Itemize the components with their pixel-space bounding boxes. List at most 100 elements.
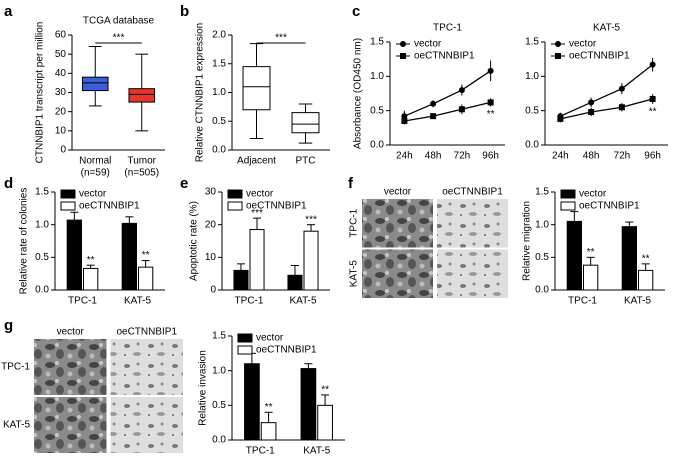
bar	[138, 266, 154, 291]
y-axis-label: Apoptotic rate (%)	[189, 201, 200, 281]
y-axis-label: Relative rate of colonies	[19, 188, 30, 295]
legend-label: vector	[79, 189, 107, 200]
x-tick-label: 48h	[425, 151, 442, 162]
panel-letter: e	[180, 175, 188, 192]
legend-label: vector	[569, 39, 597, 50]
y-tick-label: 0.0	[35, 285, 49, 296]
marker	[430, 100, 437, 107]
y-tick-label: 50	[55, 49, 67, 60]
panel-letter: c	[352, 3, 360, 20]
legend-swatch	[227, 201, 243, 211]
y-tick-label: 1.5	[212, 58, 226, 69]
y-tick-label: 0.0	[535, 285, 549, 296]
y-tick-label: 1.0	[212, 365, 226, 376]
bar	[287, 274, 303, 291]
legend-swatch	[60, 201, 76, 211]
box	[128, 88, 156, 103]
y-tick-label: 1.5	[35, 187, 49, 198]
legend-marker	[555, 53, 561, 59]
box	[81, 76, 109, 92]
y-tick-label: 40	[55, 68, 67, 79]
y-tick-label: 1.0	[370, 71, 384, 82]
y-axis-label: Relative CTNNBIP1 expression	[195, 23, 206, 163]
y-tick-label: 1.0	[535, 219, 549, 230]
x-tick-sublabel: (n=505)	[124, 168, 159, 179]
sig-label: ***	[113, 33, 125, 44]
bar	[83, 267, 99, 291]
sig-label: **	[587, 247, 595, 258]
sig-label: **	[142, 250, 150, 261]
micrograph	[437, 199, 508, 248]
bar	[121, 222, 137, 291]
bar	[233, 269, 249, 291]
sig-label: ***	[251, 208, 263, 219]
micrograph	[362, 249, 433, 298]
x-tick-label: 96h	[482, 151, 499, 162]
legend-swatch	[60, 189, 76, 199]
x-tick-label: KAT-5	[124, 296, 151, 307]
legend-label: oeCTNNBIP1	[414, 51, 475, 62]
y-tick-label: 0.0	[212, 145, 226, 156]
y-tick-label: 0	[60, 145, 66, 156]
image-column-label: oeCTNNBIP1	[442, 187, 503, 198]
marker	[588, 99, 595, 106]
bar	[249, 229, 265, 291]
micrograph	[110, 397, 183, 453]
y-tick-label: 1.5	[370, 37, 384, 48]
bar	[621, 226, 638, 291]
micrograph	[34, 397, 107, 453]
marker	[401, 113, 408, 120]
x-tick-label: TPC-1	[568, 296, 597, 307]
legend-label: vector	[579, 189, 607, 200]
box	[242, 66, 271, 111]
legend-label: vector	[256, 333, 284, 344]
image-column-label: oeCTNNBIP1	[116, 327, 177, 338]
bar	[260, 422, 277, 441]
y-tick-label: 60	[55, 30, 67, 41]
bar	[300, 368, 317, 441]
micrograph	[34, 339, 107, 395]
chart-title: TCGA database	[83, 16, 155, 27]
x-tick-label: 72h	[454, 151, 471, 162]
box	[291, 112, 320, 134]
y-tick-label: 0.0	[525, 140, 539, 151]
panel-letter: d	[4, 175, 13, 192]
micrograph	[110, 339, 183, 395]
y-tick-label: 0.5	[370, 105, 384, 116]
marker	[430, 113, 437, 120]
bar	[638, 269, 654, 291]
bar	[244, 363, 260, 441]
x-tick-label: KAT-5	[303, 446, 330, 457]
legend-swatch	[237, 333, 253, 343]
x-tick-sublabel: (n=59)	[81, 168, 110, 179]
legend-marker	[400, 41, 406, 47]
marker	[458, 106, 465, 113]
panel-letter: g	[4, 317, 13, 334]
marker	[618, 104, 625, 111]
y-tick-label: 10	[55, 125, 67, 136]
y-axis-label: Relative invasion	[198, 350, 209, 426]
legend-swatch	[560, 201, 576, 211]
bar	[317, 404, 333, 441]
panel-letter: b	[180, 3, 189, 20]
micrograph	[362, 199, 433, 248]
y-tick-label: 1.5	[212, 331, 226, 342]
y-tick-label: 10	[205, 252, 217, 263]
sig-label: ***	[305, 214, 317, 225]
x-tick-label: 24h	[552, 151, 569, 162]
y-tick-label: 0.5	[535, 252, 549, 263]
y-tick-label: 1.5	[535, 187, 549, 198]
y-tick-label: 1.0	[525, 71, 539, 82]
y-tick-label: 30	[205, 187, 217, 198]
image-row-label: TPC-1	[349, 208, 360, 237]
sig-label: **	[649, 106, 657, 117]
y-axis-label: Absorbance (OD450 nm)	[353, 38, 364, 149]
x-tick-label: TPC-1	[246, 446, 275, 457]
legend-label: oeCTNNBIP1	[79, 201, 140, 212]
series-line	[560, 98, 653, 120]
y-tick-label: 0.5	[212, 116, 226, 127]
marker	[557, 115, 564, 122]
y-tick-label: 30	[55, 87, 67, 98]
y-tick-label: 0.5	[212, 400, 226, 411]
sig-label: **	[321, 385, 329, 396]
